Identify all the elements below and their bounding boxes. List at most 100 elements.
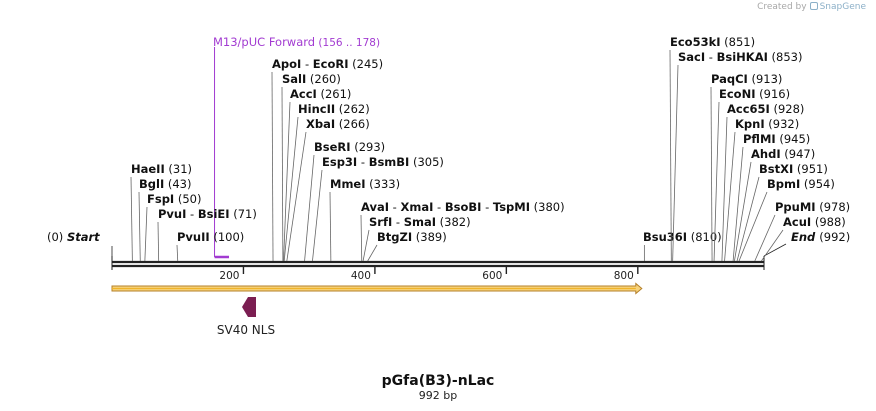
site-leader [738,191,768,262]
enzyme-name: BsiEI [198,207,230,221]
site-separator: - [389,200,400,214]
restriction-site: SalI (260) [282,72,341,86]
site-position: (43) [164,177,191,191]
restriction-site: EcoNI (916) [719,87,790,101]
site-leader [360,214,363,262]
site-position: (380) [530,200,565,214]
snapgene-credit: Created by SnapGene [757,2,866,12]
restriction-site: Esp3I - BsmBI (305) [322,155,444,169]
restriction-site: Bsu36I (810) [643,230,722,244]
enzyme-name: EcoRI [313,57,349,71]
enzyme-name: HincII [298,102,335,116]
site-position: (988) [811,215,846,229]
site-separator: - [705,50,716,64]
restriction-site: AvaI - XmaI - BsoBI - TspMI (380) [361,200,565,214]
end-label: End [791,230,819,244]
restriction-site: HincII (262) [298,102,370,116]
map-length: 992 bp [419,389,457,402]
site-position: (932) [765,117,800,131]
enzyme-name: SacI [678,50,705,64]
restriction-site: BstXI (951) [759,162,828,176]
enzyme-name: PpuMI [775,200,816,214]
site-position: (389) [412,230,447,244]
site-position: (262) [335,102,370,116]
restriction-site: PflMI (945) [743,132,810,146]
site-leader [283,116,299,262]
restriction-site: MmeI (333) [330,177,400,191]
restriction-site: HaeII (31) [131,162,192,176]
site-leader [736,176,760,262]
enzyme-name: EcoNI [719,87,755,101]
enzyme-name: BsoBI [445,200,482,214]
site-position: (266) [335,117,370,131]
site-position: (293) [351,140,386,154]
map-title: pGfa(B3)-nLac [382,373,495,389]
site-leader [367,244,378,262]
primer-label: M13/pUC Forward (156 .. 178) [213,35,380,49]
enzyme-name: AhdI [751,147,781,161]
site-leader [144,206,148,262]
primer-range: (156 .. 178) [315,37,380,49]
site-separator: - [301,57,312,71]
snapgene-logo-icon [809,2,818,10]
restriction-site: BglI (43) [139,177,191,191]
site-position: (100) [210,230,245,244]
site-position: (945) [776,132,811,146]
site-leader [281,86,284,262]
enzyme-name: Eco53kI [670,35,721,49]
primer-name: M13/pUC Forward [213,35,315,49]
end-position: (992) [819,230,850,244]
sv40-nls-label: SV40 NLS [217,323,275,337]
site-separator: - [433,200,444,214]
site-leader [312,169,323,262]
restriction-site: AcuI (988) [783,215,846,229]
restriction-site: FspI (50) [147,192,201,206]
enzyme-name: SmaI [404,215,436,229]
site-leader [710,86,713,262]
sv40-nls-arrow [242,297,256,317]
restriction-site: PvuII (100) [177,230,244,244]
enzyme-name: XbaI [306,117,335,131]
site-leader [721,116,728,262]
restriction-site: PpuMI (978) [775,200,850,214]
site-position: (928) [770,102,805,116]
enzyme-name: HaeII [131,162,165,176]
enzyme-name: PaqCI [711,72,748,86]
enzyme-name: AccI [290,87,317,101]
site-position: (261) [317,87,352,101]
site-leader [271,71,274,262]
site-leader [130,176,133,262]
site-separator: - [357,155,368,169]
credit-brand: SnapGene [819,2,866,12]
site-position: (245) [349,57,384,71]
restriction-site: BpmI (954) [767,177,835,191]
site-position: (333) [366,177,401,191]
site-leader [724,131,736,262]
site-separator: - [186,207,197,221]
start-position: (0) [47,230,67,244]
end-leader [763,243,787,257]
restriction-site: SacI - BsiHKAI (853) [678,50,802,64]
enzyme-name: BsmBI [369,155,410,169]
site-leader [754,214,776,262]
site-position: (851) [721,35,756,49]
site-position: (31) [165,162,192,176]
enzyme-name: PvuI [158,207,186,221]
restriction-site: AccI (261) [290,87,351,101]
site-leader [286,131,307,262]
enzyme-name: BseRI [314,140,351,154]
enzyme-name: FspI [147,192,174,206]
restriction-site: AhdI (947) [751,147,815,161]
start-label: Start [67,230,100,244]
ruler-label: 200 [219,270,239,282]
site-position: (382) [436,215,471,229]
site-leader [669,49,672,262]
restriction-site: PvuI - BsiEI (71) [158,207,257,221]
enzyme-name: Bsu36I [643,230,687,244]
enzyme-name: TspMI [493,200,530,214]
site-leader [283,101,291,262]
restriction-site: Eco53kI (851) [670,35,755,49]
enzyme-name: Esp3I [322,155,357,169]
site-position: (260) [306,72,341,86]
